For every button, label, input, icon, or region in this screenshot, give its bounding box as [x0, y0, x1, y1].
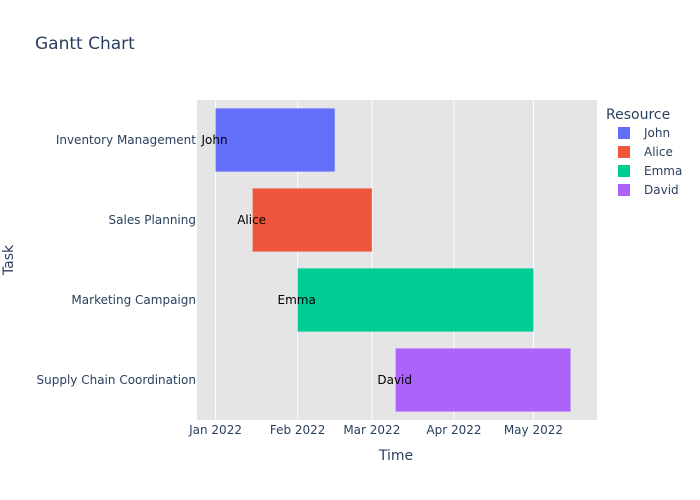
- x-tick-label: Mar 2022: [343, 423, 400, 437]
- legend-swatch: [618, 184, 630, 196]
- legend: Resource John Alice Emma David: [606, 107, 682, 197]
- gantt-bar: [252, 188, 372, 252]
- bar-label: David: [377, 373, 412, 387]
- legend-label: Alice: [644, 145, 673, 159]
- gantt-bar: [395, 348, 571, 412]
- x-axis-title: Time: [378, 448, 413, 464]
- legend-label: John: [643, 126, 670, 140]
- legend-label: Emma: [644, 164, 682, 178]
- y-tick-label: Marketing Campaign: [71, 293, 196, 307]
- y-tick-labels: Inventory Management Sales Planning Market…: [37, 133, 197, 387]
- legend-label: David: [644, 183, 679, 197]
- x-tick-labels: Jan 2022 Feb 2022 Mar 2022 Apr 2022 May 2022: [188, 423, 563, 437]
- legend-swatch: [618, 127, 630, 139]
- legend-swatch: [618, 146, 630, 158]
- legend-title: Resource: [606, 107, 670, 123]
- bars: John Alice Emma David: [200, 108, 571, 412]
- y-axis-title: Task: [1, 244, 17, 276]
- chart-title: Gantt Chart: [35, 34, 135, 54]
- y-tick-label: Inventory Management: [56, 133, 196, 147]
- x-tick-label: Jan 2022: [188, 423, 242, 437]
- x-tick-label: Feb 2022: [270, 423, 326, 437]
- y-tick-label: Sales Planning: [109, 213, 196, 227]
- bar-label: John: [200, 133, 227, 147]
- legend-swatch: [618, 165, 630, 177]
- y-tick-label: Supply Chain Coordination: [37, 373, 196, 387]
- x-tick-label: Apr 2022: [426, 423, 481, 437]
- gantt-bar: [297, 268, 534, 332]
- bar-label: Emma: [277, 293, 315, 307]
- bar-label: Alice: [237, 213, 266, 227]
- x-tick-label: May 2022: [504, 423, 563, 437]
- gantt-bar: [215, 108, 335, 172]
